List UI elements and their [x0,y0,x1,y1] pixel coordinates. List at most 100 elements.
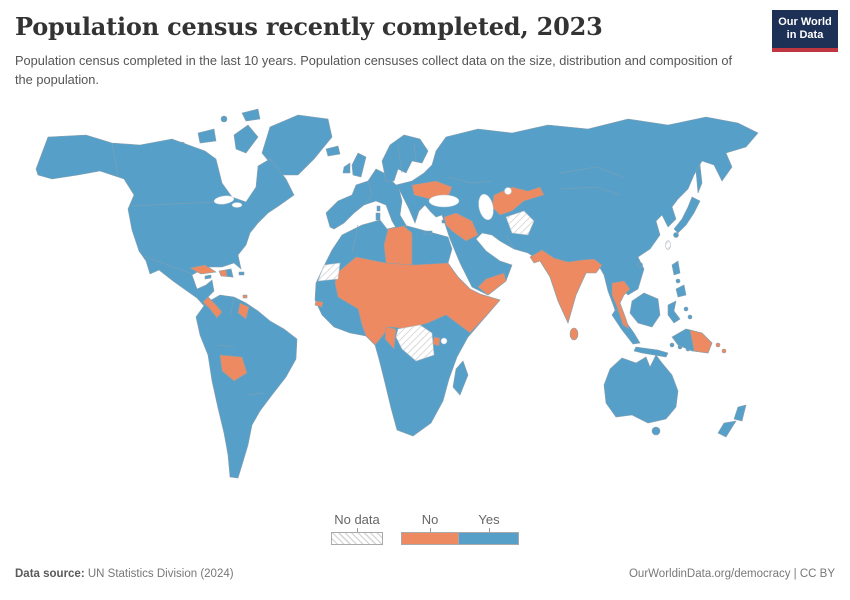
country-border [559,186,621,196]
country-border [505,234,515,250]
region-crete[interactable] [423,230,433,235]
region-philippines-visayas[interactable] [675,278,681,284]
region-afghanistan[interactable] [505,210,535,236]
great-lakes [213,195,235,205]
region-ireland[interactable] [342,162,351,174]
legend-item-no-data[interactable]: No data [331,512,383,545]
region-libya[interactable] [383,225,413,266]
region-north-america[interactable] [35,134,295,325]
region-cuba[interactable] [189,264,217,275]
region-australia[interactable] [603,354,679,424]
region-thailand[interactable] [611,280,631,330]
legend-tick [488,528,490,532]
region-puerto-rico[interactable] [238,271,245,276]
logo-line1: Our World [778,16,832,29]
country-border [143,255,193,275]
region-western-sahara[interactable] [317,262,341,282]
legend-item-yes[interactable]: Yes [459,512,519,545]
region-dr-congo[interactable] [395,324,435,362]
region-solomon-islands[interactable] [721,348,727,354]
region-new-zealand-south[interactable] [717,420,737,438]
country-border [559,166,625,178]
region-sulawesi[interactable] [667,300,681,324]
country-border [247,392,265,396]
region-sri-lanka[interactable] [569,327,579,341]
region-java[interactable] [633,346,669,358]
data-source: Data source: UN Statistics Division (202… [15,568,234,580]
country-border [217,344,235,348]
owid-logo[interactable]: Our World in Data [772,10,838,52]
data-source-text: UN Statistics Division (2024) [84,568,234,580]
aral-sea [504,187,512,195]
region-turkmenistan-uzbekistan[interactable] [491,186,545,216]
region-greenland[interactable] [261,114,333,176]
country-border [447,176,493,184]
region-sahel-horn-belt[interactable] [334,256,501,346]
chart-footer: Data source: UN Statistics Division (202… [15,568,835,580]
country-border [229,296,235,318]
region-jamaica[interactable] [204,274,212,280]
region-moluccas[interactable] [687,314,693,320]
region-trinidad[interactable] [242,294,248,299]
region-honduras-nicaragua[interactable] [202,296,223,319]
region-borneo[interactable] [629,292,661,328]
region-guinea-bissau[interactable] [314,300,324,308]
region-baffin-island[interactable] [233,124,259,154]
region-guyana[interactable] [237,302,250,320]
country-border [365,180,373,204]
chart-subtitle: Population census completed in the last … [15,53,733,87]
region-hainan[interactable] [637,262,643,268]
region-syria-iraq[interactable] [443,212,479,242]
region-scandinavia[interactable] [381,134,429,182]
region-sardinia[interactable] [375,212,381,221]
region-rwanda-burundi[interactable] [432,336,441,347]
region-dominican-republic[interactable] [225,268,234,278]
region-yemen[interactable] [477,272,507,296]
legend-swatch-yes[interactable] [459,532,519,545]
region-moluccas[interactable] [683,306,689,312]
map-legend: No data No Yes [0,512,850,545]
country-border [351,224,359,254]
region-solomon-islands[interactable] [715,342,721,348]
region-corsica[interactable] [376,205,381,212]
region-papua-new-guinea[interactable] [689,329,713,354]
legend-label-no-data: No data [334,512,380,527]
great-lakes [231,202,243,208]
region-sakhalin[interactable] [695,164,703,194]
region-ellesmere-island[interactable] [241,108,261,122]
region-iceland[interactable] [325,145,341,157]
legend-swatch-no-data[interactable] [331,532,383,545]
legend-item-no[interactable]: No [401,512,459,545]
region-south-america[interactable] [195,294,298,479]
region-japan[interactable] [673,196,701,234]
legend-binary-pair: No Yes [401,512,519,545]
logo-line2: in Data [786,29,824,41]
region-congo[interactable] [384,326,397,350]
region-philippines-mindanao[interactable] [675,284,687,298]
legend-tick [356,528,358,532]
page-title: Population census recently completed, 20… [15,12,603,41]
region-philippines-luzon[interactable] [671,260,681,276]
region-kyushu[interactable] [673,232,679,238]
data-source-label: Data source: [15,568,85,580]
region-taiwan[interactable] [665,240,671,250]
region-united-kingdom[interactable] [351,152,367,178]
region-bolivia[interactable] [219,354,248,382]
region-victoria-island[interactable] [197,128,217,144]
legend-swatch-no[interactable] [401,532,459,545]
lake-victoria [440,337,448,345]
black-sea [428,194,460,208]
region-india-bangladesh[interactable] [529,249,603,324]
country-border [413,142,417,162]
attribution-link[interactable]: OurWorldinData.org/democracy | CC BY [628,568,835,580]
region-new-zealand-north[interactable] [733,404,747,422]
choropleth-svg [35,108,759,479]
region-lesser-sunda[interactable] [669,342,675,348]
region-tasmania[interactable] [651,426,661,436]
legend-label-no: No [421,512,439,527]
legend-label-yes: Yes [478,512,500,527]
region-madagascar[interactable] [452,360,469,396]
region-arctic-island[interactable] [220,115,228,123]
caspian-sea [478,193,494,221]
